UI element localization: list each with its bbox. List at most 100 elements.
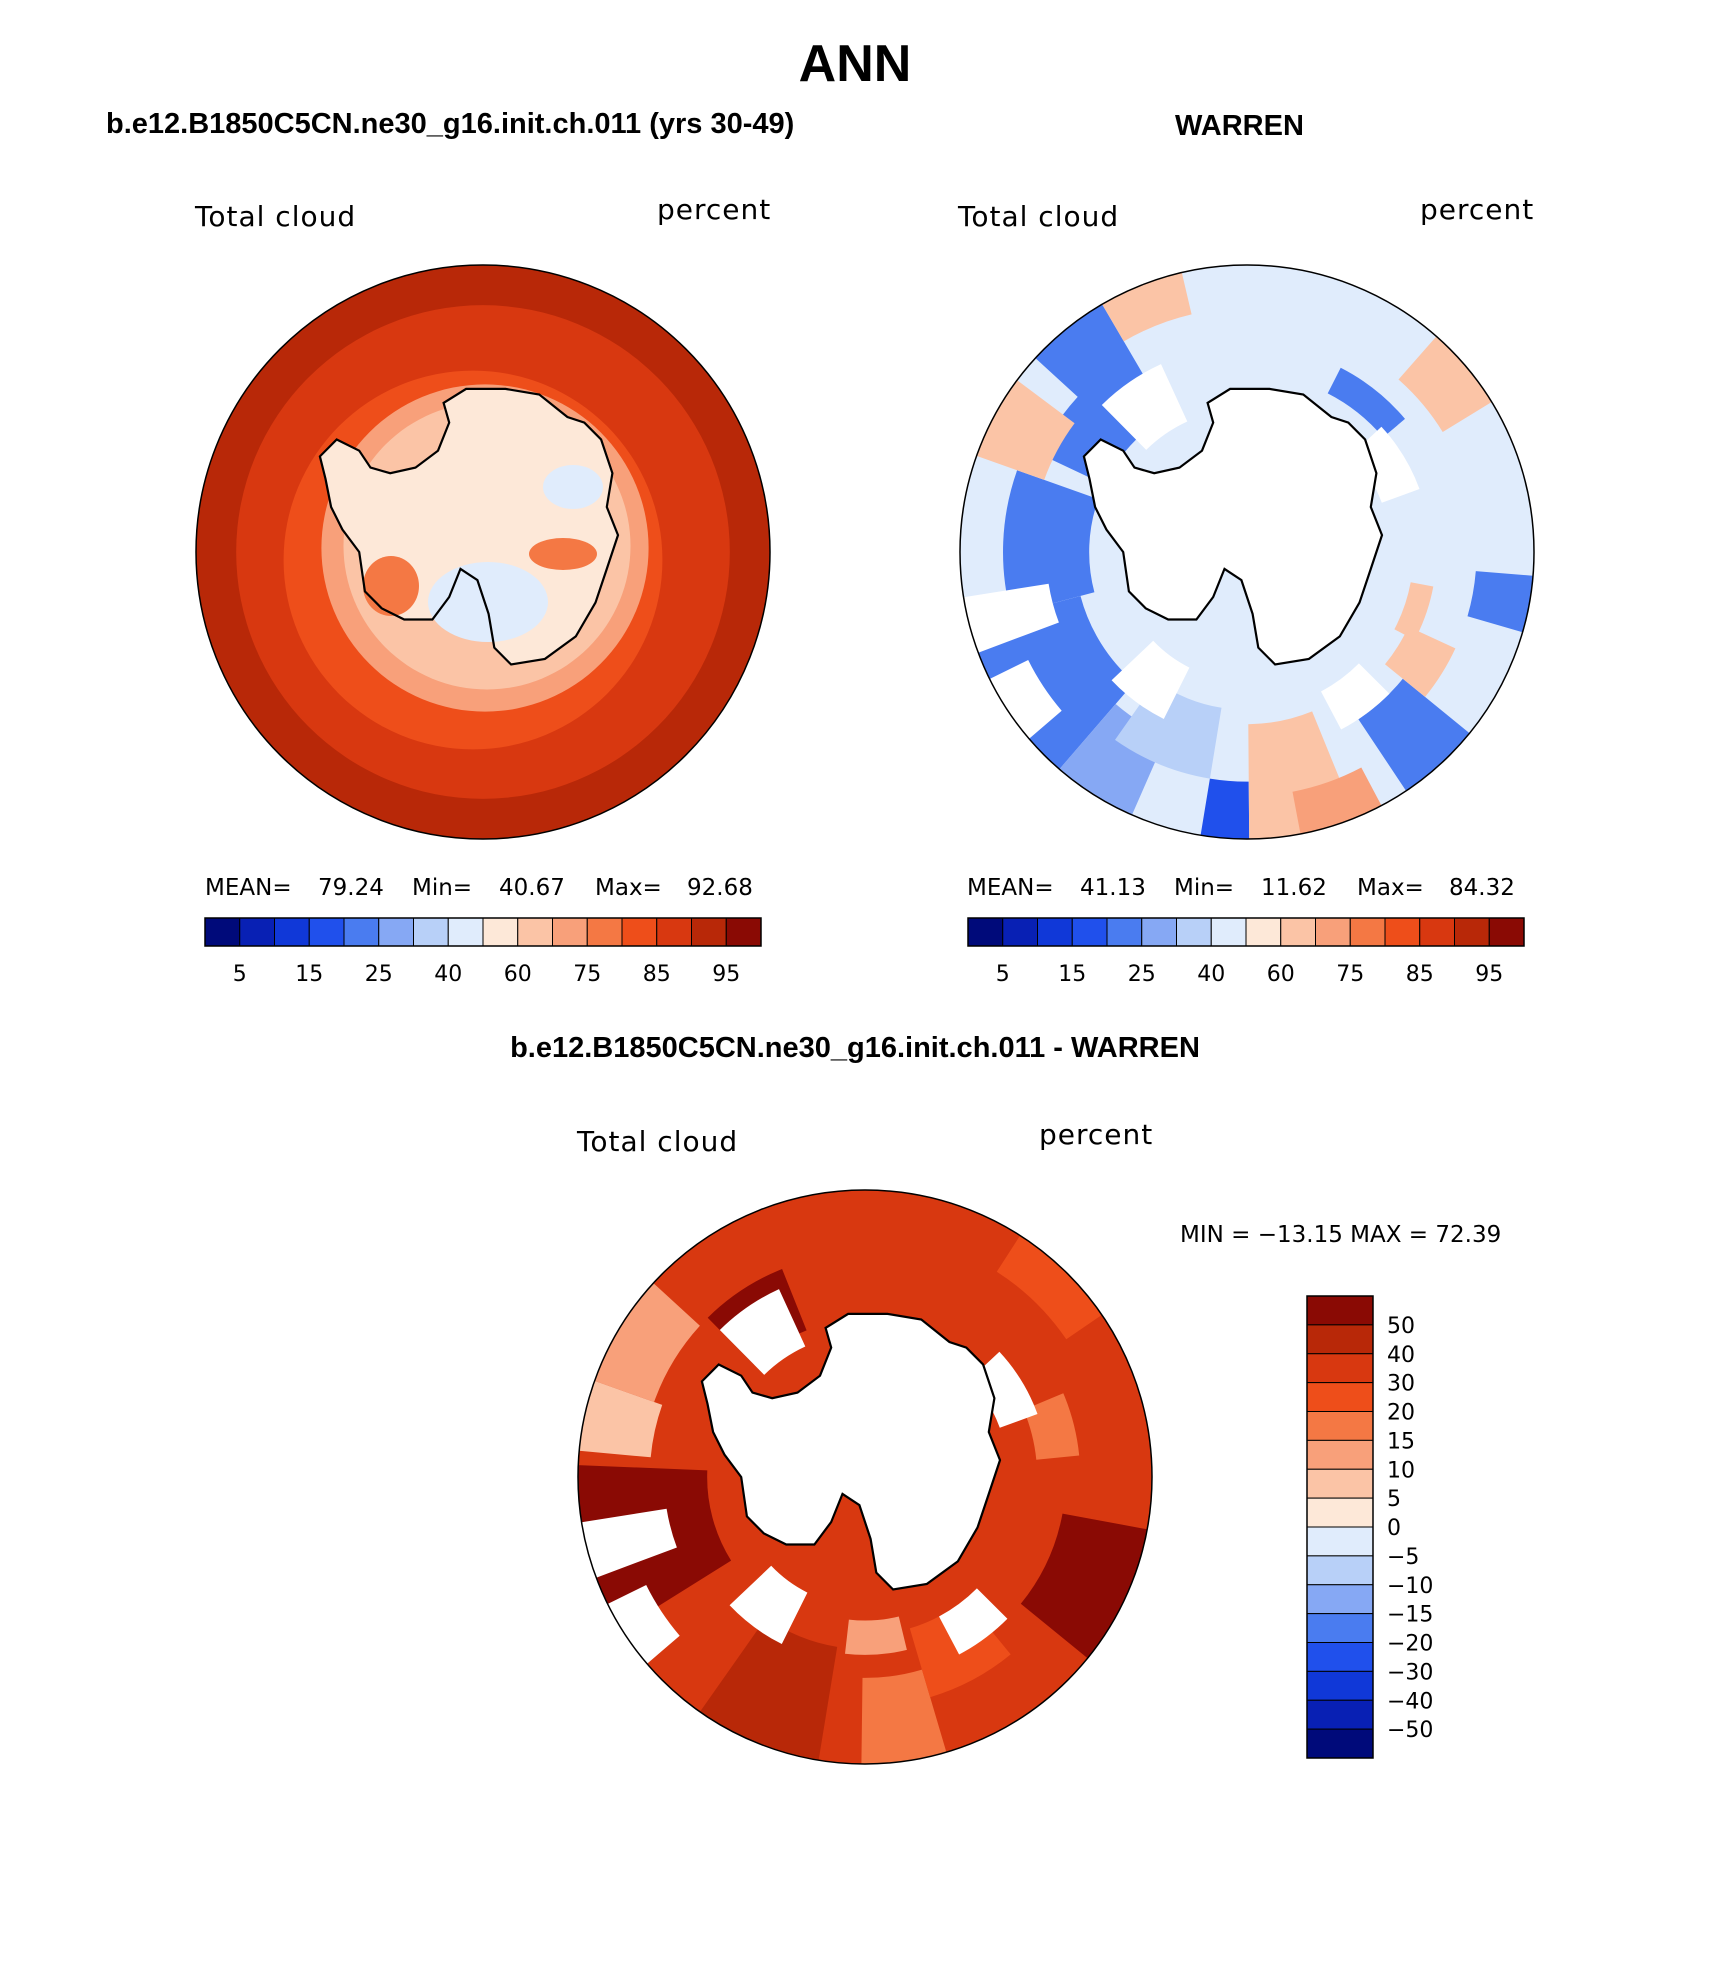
panel2-colorbar-box [1454, 917, 1490, 947]
panel2-colorbar-box [1071, 917, 1108, 947]
panel1-colorbar-tick: 5 [233, 962, 247, 987]
map-model-land-high2 [363, 556, 419, 616]
panel3-colorbar-tick: 30 [1387, 1372, 1415, 1397]
panel2-header: WARREN [1175, 110, 1304, 142]
map-model-coastline [318, 387, 620, 666]
map-diff-border [577, 1189, 1153, 1765]
panel1-colorbar-tick: 60 [504, 962, 532, 987]
map-obs-block [1385, 626, 1456, 697]
map-obs-nodata [1111, 640, 1190, 719]
map-obs-coastline [1082, 387, 1384, 666]
panel1-variable-label: Total cloud [195, 200, 357, 233]
panel3-colorbar-tick: −10 [1387, 1574, 1433, 1599]
panel2-units-label: percent [1420, 193, 1535, 226]
map-model [195, 264, 771, 840]
map-diff-nodata [729, 1565, 808, 1644]
panel2-colorbar-box [1349, 917, 1386, 947]
panel1-colorbar-tick: 75 [573, 962, 601, 987]
map-model-land-high [529, 538, 597, 570]
map-obs-border [959, 264, 1535, 840]
map-obs-block [1003, 470, 1099, 615]
panel3-colorbar-box [1306, 1295, 1374, 1326]
panel2-variable-label: Total cloud [958, 200, 1120, 233]
panel3-colorbar-tick: 40 [1387, 1343, 1415, 1368]
map-diff-block [700, 1617, 838, 1761]
panel1-colorbar-box [725, 917, 762, 947]
map-obs-block [1467, 571, 1533, 633]
map-obs-block [1398, 336, 1492, 432]
panel2-colorbar-box [967, 917, 1004, 947]
panel2-max-value: 84.32 [1449, 875, 1515, 901]
panel3-colorbar-box [1306, 1382, 1374, 1412]
panel1-max-value: 92.68 [687, 875, 753, 901]
map-obs [959, 264, 1535, 840]
panel2-colorbar-box [1210, 917, 1247, 947]
panel2-colorbar-box [1141, 917, 1177, 947]
panel2-max-label: Max= [1357, 875, 1424, 901]
map-diff-land [701, 1313, 1000, 1590]
panel2-colorbar-box [1384, 917, 1421, 947]
panel1-mean-value: 79.24 [318, 875, 384, 901]
map-obs-nodata [1101, 364, 1188, 450]
panel3-colorbar-box [1306, 1324, 1374, 1355]
panel2-colorbar-tick: 60 [1267, 962, 1295, 987]
panel1-min-label: Min= [412, 875, 473, 901]
panel2-colorbar: 5 15 25 40 60 75 85 95 [967, 917, 1525, 987]
panel3-colorbar-box [1306, 1555, 1374, 1586]
panel2-min-label: Min= [1174, 875, 1235, 901]
panel3-colorbar-tick: −5 [1387, 1545, 1419, 1570]
map-obs-land [1083, 388, 1382, 665]
map-obs-block [1327, 367, 1405, 438]
panel3-colorbar-tick: 20 [1387, 1401, 1415, 1426]
panel2-colorbar-tick: 40 [1197, 962, 1225, 987]
panel2-colorbar-tick: 75 [1336, 962, 1364, 987]
panel1-header: b.e12.B1850C5CN.ne30_g16.init.ch.011 (yr… [106, 108, 795, 140]
panel2-colorbar-box [1176, 917, 1212, 947]
panel1-colorbar-box [274, 917, 310, 947]
map-diff-nodata [939, 1588, 1008, 1655]
map-model-border [195, 264, 771, 840]
panel1-colorbar-frame [204, 917, 762, 947]
panel1-max-label: Max= [595, 875, 662, 901]
map-obs-nodata [989, 660, 1062, 739]
map-obs-block [1200, 778, 1250, 840]
panel1-colorbar-tick: 25 [365, 962, 393, 987]
panel2-colorbar-tick: 85 [1406, 962, 1434, 987]
panel1-colorbar-tick: 85 [643, 962, 671, 987]
panel1-colorbar-box [482, 917, 519, 947]
map-diff-nodata [970, 1351, 1038, 1428]
map-obs-block [1358, 678, 1470, 791]
panel3-colorbar-box [1306, 1468, 1374, 1499]
panel1-colorbar-box [447, 917, 484, 947]
panel3-colorbar-box [1306, 1584, 1374, 1615]
panel2-colorbar-tick: 5 [996, 962, 1010, 987]
map-diff-block [594, 1283, 700, 1402]
panel3-header: b.e12.B1850C5CN.ne30_g16.init.ch.011 - W… [510, 1032, 1200, 1064]
panel1-colorbar-box [239, 917, 275, 947]
panel2-mean-label: MEAN= [967, 875, 1054, 901]
panel1-units-label: percent [657, 193, 772, 226]
map-model-land-low [428, 562, 548, 642]
panel1-colorbar-box [586, 917, 623, 947]
panel2-colorbar-box [1002, 917, 1038, 947]
panel3-colorbar-box [1306, 1613, 1374, 1643]
panel2-colorbar-tick: 15 [1058, 962, 1086, 987]
panel3-colorbar-tick: −20 [1387, 1632, 1433, 1657]
panel3-colorbar-box [1306, 1670, 1374, 1701]
panel3-colorbar-box [1306, 1411, 1374, 1441]
map-diff-nodata [607, 1585, 680, 1664]
panel2-colorbar-frame [967, 917, 1525, 947]
map-diff-block [861, 1669, 947, 1765]
panel2-colorbar-box [1280, 917, 1316, 947]
panel2-colorbar-box [1245, 917, 1282, 947]
panel1-colorbar-box [413, 917, 449, 947]
map-diff-nodata [719, 1289, 806, 1375]
panel3-colorbar-box [1306, 1642, 1374, 1672]
panel3-colorbar-tick: −50 [1387, 1718, 1433, 1743]
panel1-colorbar-box [308, 917, 345, 947]
panel1-colorbar-box [552, 917, 588, 947]
panel3-colorbar-tick: −30 [1387, 1660, 1433, 1685]
panel3-colorbar-box [1306, 1353, 1374, 1384]
